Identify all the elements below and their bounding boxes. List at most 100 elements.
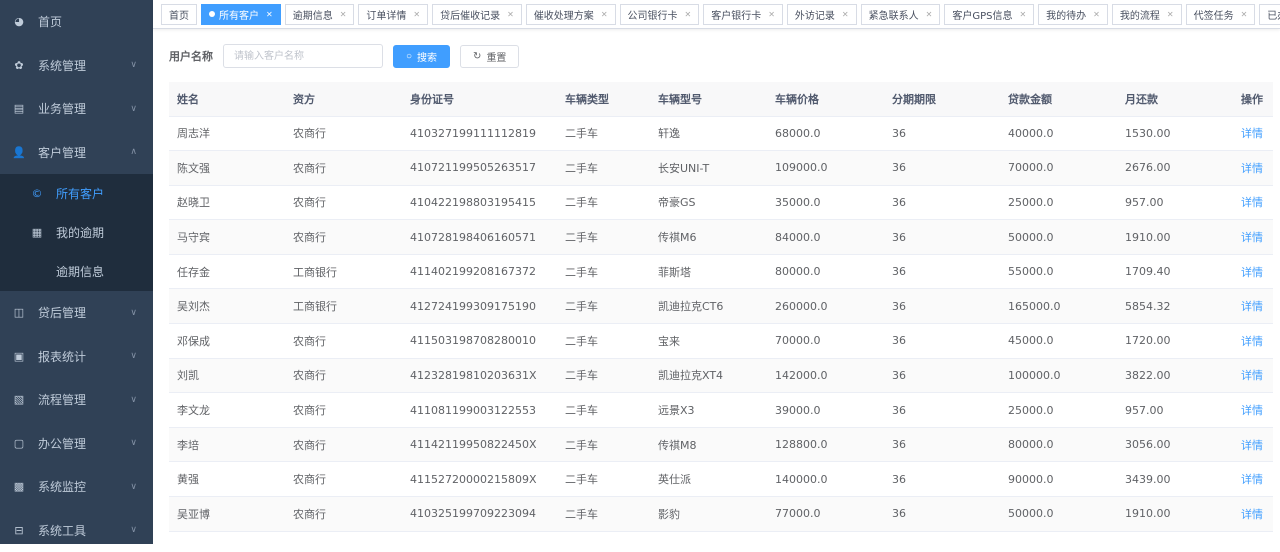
table-cell: 3056.00 [1117,427,1233,462]
tab-逾期信息[interactable]: 逾期信息✕ [285,4,355,25]
detail-link[interactable]: 详情 [1241,439,1263,452]
sidebar-item-所有客户[interactable]: ©所有客户 [0,174,153,213]
table-cell: 35000.0 [767,185,884,220]
tags-view: 首页所有客户✕逾期信息✕订单详情✕贷后催收记录✕催收处理方案✕公司银行卡✕客户银… [153,0,1280,29]
close-icon[interactable]: ✕ [842,10,849,19]
tab-所有客户[interactable]: 所有客户✕ [201,4,281,25]
sidebar-item-报表统计[interactable]: ▣报表统计∨ [0,335,153,379]
toolbox-icon: ⊟ [12,524,26,537]
table-cell: 36 [884,289,1000,324]
detail-link[interactable]: 详情 [1241,231,1263,244]
sidebar-item-业务管理[interactable]: ▤业务管理∨ [0,87,153,131]
sidebar-item-label: 贷后管理 [38,304,86,321]
sidebar-item-首页[interactable]: ◕首页 [0,0,153,44]
close-icon[interactable]: ✕ [1093,10,1100,19]
detail-link[interactable]: 详情 [1241,300,1263,313]
sidebar-item-我的逾期[interactable]: ▦我的逾期 [0,213,153,252]
sidebar-item-系统工具[interactable]: ⊟系统工具∨ [0,509,153,552]
detail-link[interactable]: 详情 [1241,127,1263,140]
tab-贷后催收记录[interactable]: 贷后催收记录✕ [432,4,522,25]
close-icon[interactable]: ✕ [1167,10,1174,19]
close-icon[interactable]: ✕ [1019,10,1026,19]
table-cell: 5854.32 [1117,289,1233,324]
detail-link[interactable]: 详情 [1241,266,1263,279]
detail-link[interactable]: 详情 [1241,196,1263,209]
customer-name-input[interactable] [223,44,383,68]
tab-紧急联系人[interactable]: 紧急联系人✕ [861,4,941,25]
tab-我的流程[interactable]: 我的流程✕ [1112,4,1182,25]
tab-客户银行卡[interactable]: 客户银行卡✕ [703,4,783,25]
close-icon[interactable]: ✕ [768,10,775,19]
table-cell: 2676.00 [1117,151,1233,186]
table-cell: 410721199505263517 [402,151,557,186]
monitor-icon: ▣ [12,350,26,363]
close-icon[interactable]: ✕ [413,10,420,19]
table-cell: 二手车 [557,427,650,462]
table-cell: 工商银行 [285,289,402,324]
tab-外访记录[interactable]: 外访记录✕ [787,4,857,25]
detail-link[interactable]: 详情 [1241,162,1263,175]
detail-link[interactable]: 详情 [1241,508,1263,521]
table-cell: 100000.0 [1000,358,1117,393]
detail-link[interactable]: 详情 [1241,369,1263,382]
tab-代签任务[interactable]: 代签任务✕ [1186,4,1256,25]
table-cell: 410327199111112819 [402,116,557,151]
sidebar-item-贷后管理[interactable]: ◫贷后管理∨ [0,291,153,335]
table-cell: 详情 [1233,151,1273,186]
table-cell: 农商行 [285,393,402,428]
sidebar-item-label: 系统工具 [38,522,86,539]
table-cell: 周志洋 [169,116,285,151]
table-cell: 36 [884,324,1000,359]
table-cell: 25000.0 [1000,393,1117,428]
column-header: 车辆价格 [767,82,884,116]
detail-link[interactable]: 详情 [1241,473,1263,486]
table-cell: 411402199208167372 [402,254,557,289]
tab-首页[interactable]: 首页 [161,4,197,25]
detail-link[interactable]: 详情 [1241,335,1263,348]
close-icon[interactable]: ✕ [685,10,692,19]
close-icon[interactable]: ✕ [601,10,608,19]
table-cell: 411081199003122553 [402,393,557,428]
table-cell: 1709.40 [1117,254,1233,289]
column-header: 车辆类型 [557,82,650,116]
sidebar-item-流程管理[interactable]: ▧流程管理∨ [0,378,153,422]
tab-订单详情[interactable]: 订单详情✕ [358,4,428,25]
column-header: 车辆型号 [650,82,767,116]
table-cell: 马守宾 [169,220,285,255]
sidebar-item-办公管理[interactable]: ▢办公管理∨ [0,422,153,466]
sidebar-item-label: 系统管理 [38,57,86,74]
tab-公司银行卡[interactable]: 公司银行卡✕ [620,4,700,25]
table-cell: 二手车 [557,289,650,324]
table-cell: 工商银行 [285,254,402,289]
table-cell: 410422198803195415 [402,185,557,220]
sidebar-item-客户管理[interactable]: 👤客户管理∧ [0,131,153,175]
close-icon[interactable]: ✕ [266,10,273,19]
tab-客户GPS信息[interactable]: 客户GPS信息✕ [944,4,1034,25]
chevron-down-icon: ∨ [130,482,137,492]
table-cell: 36 [884,497,1000,532]
column-header: 身份证号 [402,82,557,116]
sidebar-item-系统监控[interactable]: ▩系统监控∨ [0,465,153,509]
close-icon[interactable]: ✕ [926,10,933,19]
tab-我的待办[interactable]: 我的待办✕ [1038,4,1108,25]
reset-button[interactable]: ↻重置 [460,45,519,68]
sidebar-item-系统管理[interactable]: ✿系统管理∨ [0,44,153,88]
search-button[interactable]: ○搜索 [393,45,450,68]
close-icon[interactable]: ✕ [507,10,514,19]
sidebar-item-label: 业务管理 [38,100,86,117]
refresh-icon: ↻ [473,51,481,62]
customer-table: 姓名资方身份证号车辆类型车辆型号车辆价格分期期限贷款金额月还款操作 周志洋农商行… [169,82,1273,532]
table-cell: 70000.0 [767,324,884,359]
tab-催收处理方案[interactable]: 催收处理方案✕ [526,4,616,25]
sidebar-item-逾期信息[interactable]: 逾期信息 [0,252,153,291]
table-cell: 农商行 [285,220,402,255]
column-header: 贷款金额 [1000,82,1117,116]
detail-link[interactable]: 详情 [1241,404,1263,417]
close-icon[interactable]: ✕ [1241,10,1248,19]
close-icon[interactable]: ✕ [340,10,347,19]
tab-已办任务[interactable]: 已办任务✕ [1259,4,1280,25]
search-form: 用户名称 ○搜索 ↻重置 [169,44,519,68]
